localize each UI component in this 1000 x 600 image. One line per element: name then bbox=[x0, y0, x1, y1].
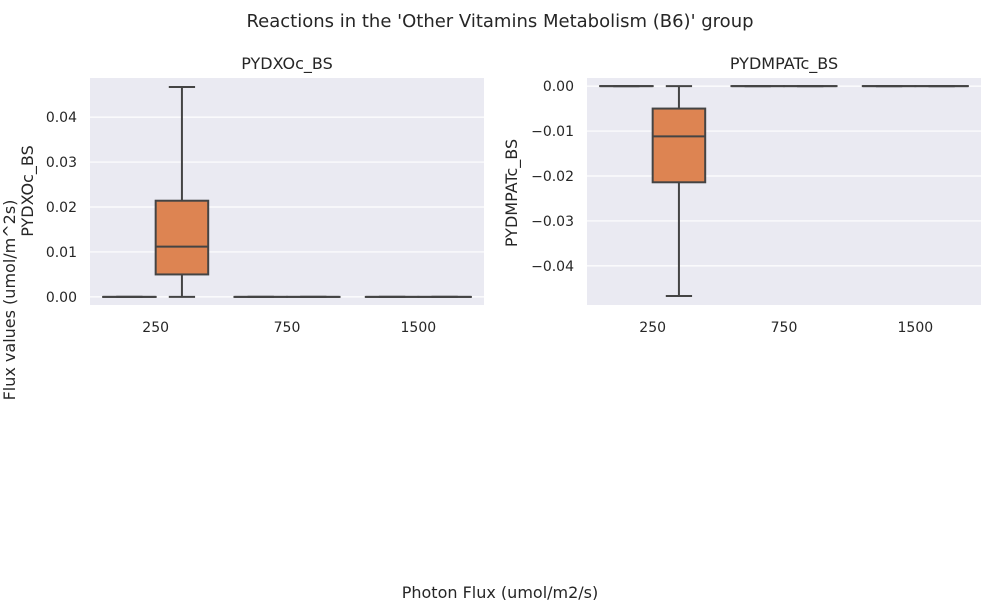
figure-xlabel: Photon Flux (umol/m2/s) bbox=[402, 583, 599, 600]
plot-area bbox=[587, 78, 981, 305]
subplot-pydmpatc: 0.00 −0.01 −0.02 −0.03 −0.04 250 750 1500 PYDM… bbox=[502, 54, 981, 336]
y-tick-label: 0.00 bbox=[46, 290, 77, 306]
figure-ylabel: Flux values (umol/m^2s) bbox=[0, 200, 19, 401]
subplot-title: PYDXOc_BS bbox=[241, 54, 333, 74]
box-iqr bbox=[154, 199, 210, 276]
box-group bbox=[102, 85, 472, 298]
x-tick-labels: 250 750 1500 bbox=[639, 320, 933, 336]
box-group bbox=[599, 85, 969, 298]
figure-title: Reactions in the 'Other Vitamins Metabol… bbox=[246, 11, 753, 32]
y-axis-label: PYDMPATc_BS bbox=[502, 139, 522, 247]
x-tick-label: 1500 bbox=[898, 320, 934, 336]
y-axis-label: PYDXOc_BS bbox=[18, 145, 38, 237]
y-tick-label: 0.03 bbox=[46, 155, 77, 171]
y-tick-label: 0.04 bbox=[46, 110, 77, 126]
subplot-pydxoc: 0.00 0.01 0.02 0.03 0.04 250 750 1500 PYDXOc_B… bbox=[18, 54, 484, 336]
x-tick-label: 750 bbox=[771, 320, 798, 336]
y-tick-label: 0.00 bbox=[543, 79, 574, 95]
y-tick-label: 0.01 bbox=[46, 245, 77, 261]
x-tick-label: 250 bbox=[639, 320, 666, 336]
box-250-1 bbox=[154, 85, 210, 298]
box-250-1 bbox=[651, 85, 707, 298]
subplot-title: PYDMPATc_BS bbox=[730, 54, 838, 74]
x-tick-label: 1500 bbox=[401, 320, 437, 336]
plot-area bbox=[90, 78, 484, 305]
y-tick-labels: 0.00 −0.01 −0.02 −0.03 −0.04 bbox=[531, 79, 574, 275]
box-iqr bbox=[651, 107, 707, 184]
y-tick-label: 0.02 bbox=[46, 200, 77, 216]
y-tick-label: −0.02 bbox=[531, 169, 574, 185]
y-tick-label: −0.01 bbox=[531, 124, 574, 140]
y-tick-label: −0.03 bbox=[531, 214, 574, 230]
y-tick-labels: 0.00 0.01 0.02 0.03 0.04 bbox=[46, 110, 77, 306]
x-tick-label: 750 bbox=[274, 320, 301, 336]
x-tick-labels: 250 750 1500 bbox=[142, 320, 436, 336]
x-tick-label: 250 bbox=[142, 320, 169, 336]
y-tick-label: −0.04 bbox=[531, 259, 574, 275]
